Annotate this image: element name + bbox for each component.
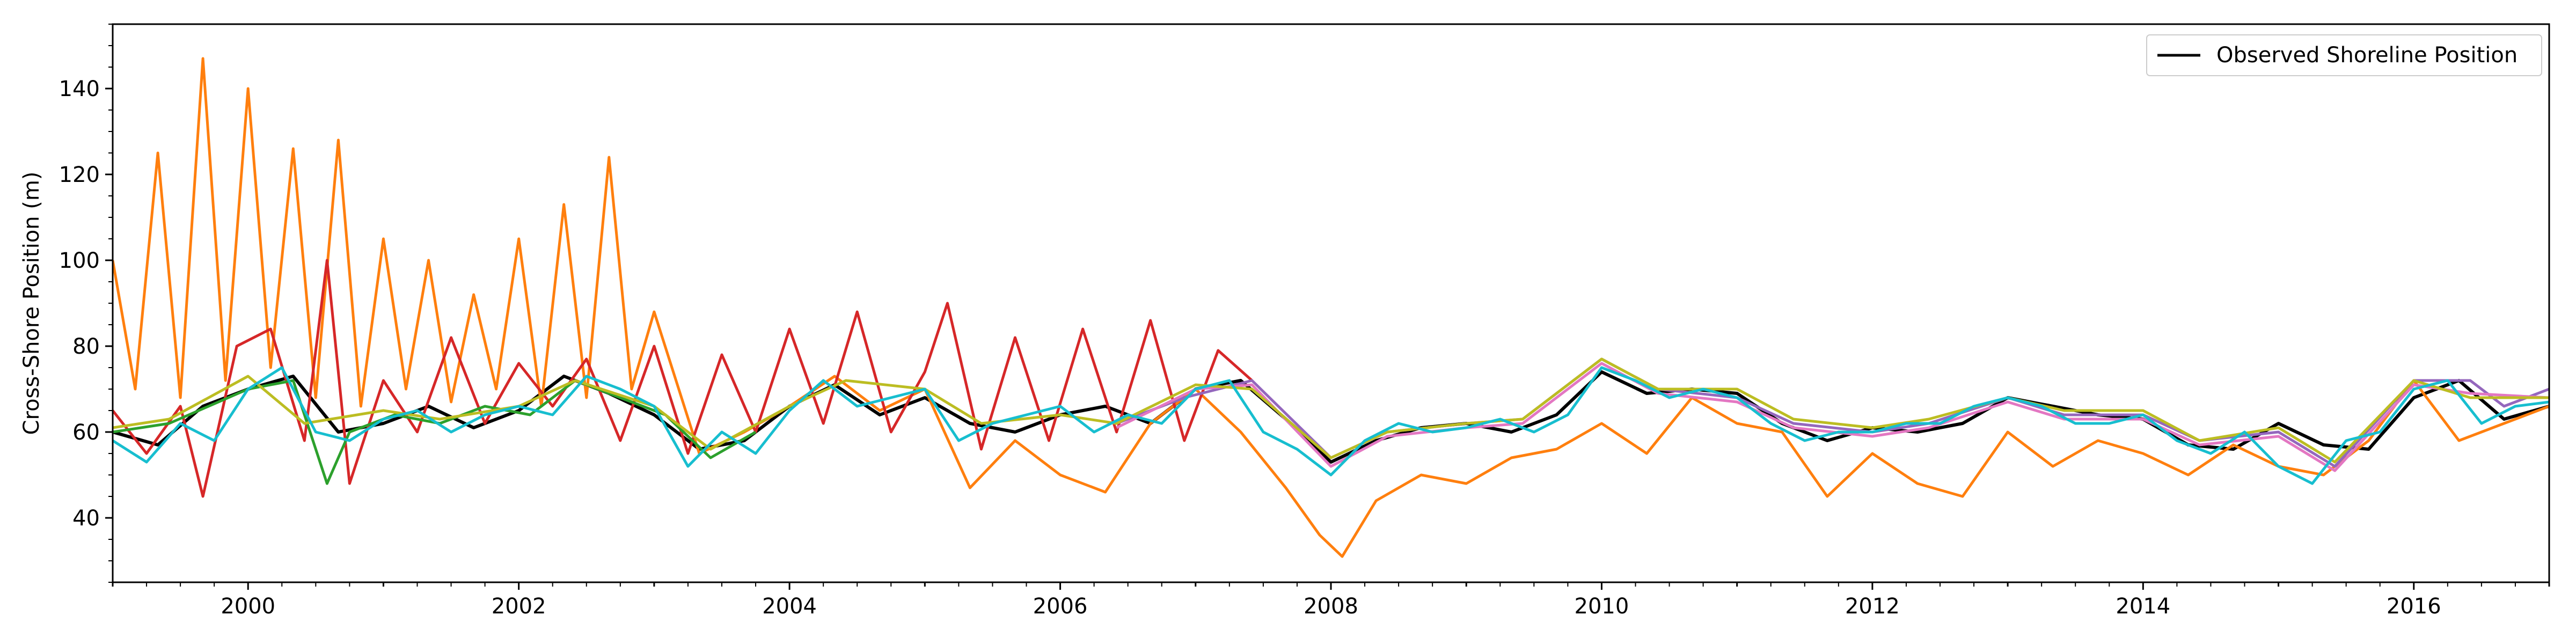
series-5-line — [1116, 357, 2549, 468]
y-tick-label: 60 — [72, 420, 100, 445]
x-tick-label: 2012 — [1845, 594, 1900, 619]
y-tick-label: 40 — [72, 506, 100, 531]
x-tick-label: 2014 — [2116, 594, 2170, 619]
y-tick-label: 80 — [72, 334, 100, 359]
series-layer — [113, 57, 2549, 558]
series-8-line — [113, 366, 2549, 485]
series-3-line — [113, 259, 1253, 498]
legend-label-observed: Observed Shoreline Position — [2216, 43, 2518, 68]
x-tick-label: 2006 — [1033, 594, 1088, 619]
y-tick-label: 100 — [59, 248, 100, 273]
x-tick-label: 2002 — [492, 594, 546, 619]
y-tick-label: 140 — [59, 77, 100, 101]
legend: Observed Shoreline Position — [2146, 34, 2542, 76]
series-2-line — [113, 57, 2549, 558]
legend-box — [2146, 34, 2542, 76]
plot-frame — [112, 23, 2550, 583]
x-tick-label: 2004 — [762, 594, 817, 619]
series-7-line — [113, 357, 2549, 464]
x-axis: 2000 2002 2004 2006 2008 2010 2012 2014 2016 — [112, 582, 2550, 619]
x-tick-label: 2016 — [2387, 594, 2441, 619]
series-6-line — [1116, 362, 2549, 472]
x-tick-label: 2010 — [1575, 594, 1629, 619]
x-tick-label: 2008 — [1304, 594, 1358, 619]
x-tick-label: 2000 — [221, 594, 275, 619]
y-axis-title: Cross-Shore Position (m) — [19, 172, 44, 435]
y-tick-label: 120 — [59, 163, 100, 187]
y-axis: 40 60 80 100 120 140 — [59, 24, 113, 583]
